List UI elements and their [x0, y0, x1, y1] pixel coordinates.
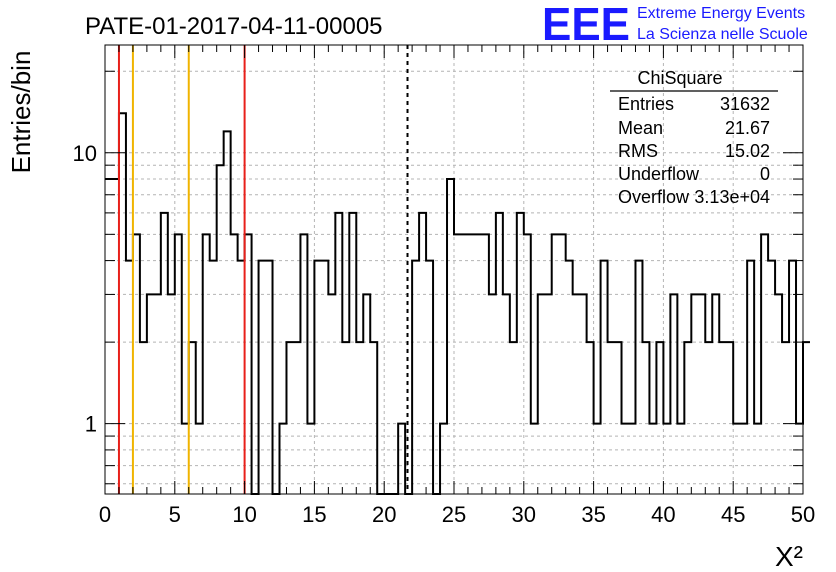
- x-axis-label: X²: [775, 541, 803, 572]
- y-axis-label: Entries/bin: [6, 51, 36, 174]
- stats-label: Entries: [618, 94, 674, 114]
- logo-line-1: Extreme Energy Events: [637, 5, 805, 22]
- stats-value: 0: [760, 164, 770, 184]
- x-tick-label: 50: [791, 502, 815, 527]
- x-tick-label: 0: [99, 502, 111, 527]
- stats-value: 3.13e+04: [694, 187, 770, 207]
- x-tick-label: 5: [169, 502, 181, 527]
- eee-logo-mark: EEE: [542, 0, 630, 50]
- y-tick-labels: 1 10: [73, 141, 97, 437]
- x-tick-label: 35: [581, 502, 605, 527]
- x-tick-labels: 0 5 10 15 20 25 30 35 40 45 50: [99, 502, 815, 527]
- x-tick-label: 25: [442, 502, 466, 527]
- stats-label: Mean: [618, 118, 663, 138]
- logo-line-2: La Scienza nelle Scuole: [637, 26, 808, 43]
- y-tick-label: 1: [85, 412, 97, 437]
- stats-label: RMS: [618, 141, 658, 161]
- stats-title: ChiSquare: [637, 68, 722, 88]
- x-tick-label: 45: [721, 502, 745, 527]
- y-tick-label: 10: [73, 141, 97, 166]
- histogram-outline: [105, 112, 810, 495]
- stats-value: 21.67: [725, 118, 770, 138]
- stats-box: ChiSquare Entries 31632 Mean 21.67 RMS 1…: [610, 68, 778, 207]
- axis-ticks: [104, 45, 804, 494]
- stats-label: Overflow: [618, 187, 690, 207]
- x-tick-label: 30: [512, 502, 536, 527]
- x-tick-label: 15: [302, 502, 326, 527]
- chart-title: PATE-01-2017-04-11-00005: [85, 13, 383, 40]
- stats-label: Underflow: [618, 164, 700, 184]
- stats-value: 15.02: [725, 141, 770, 161]
- eee-logo: EEE Extreme Energy Events La Scienza nel…: [542, 0, 808, 50]
- stats-value: 31632: [720, 94, 770, 114]
- x-tick-label: 20: [372, 502, 396, 527]
- x-tick-label: 10: [232, 502, 256, 527]
- reference-lines: [117, 45, 409, 494]
- x-tick-label: 40: [651, 502, 675, 527]
